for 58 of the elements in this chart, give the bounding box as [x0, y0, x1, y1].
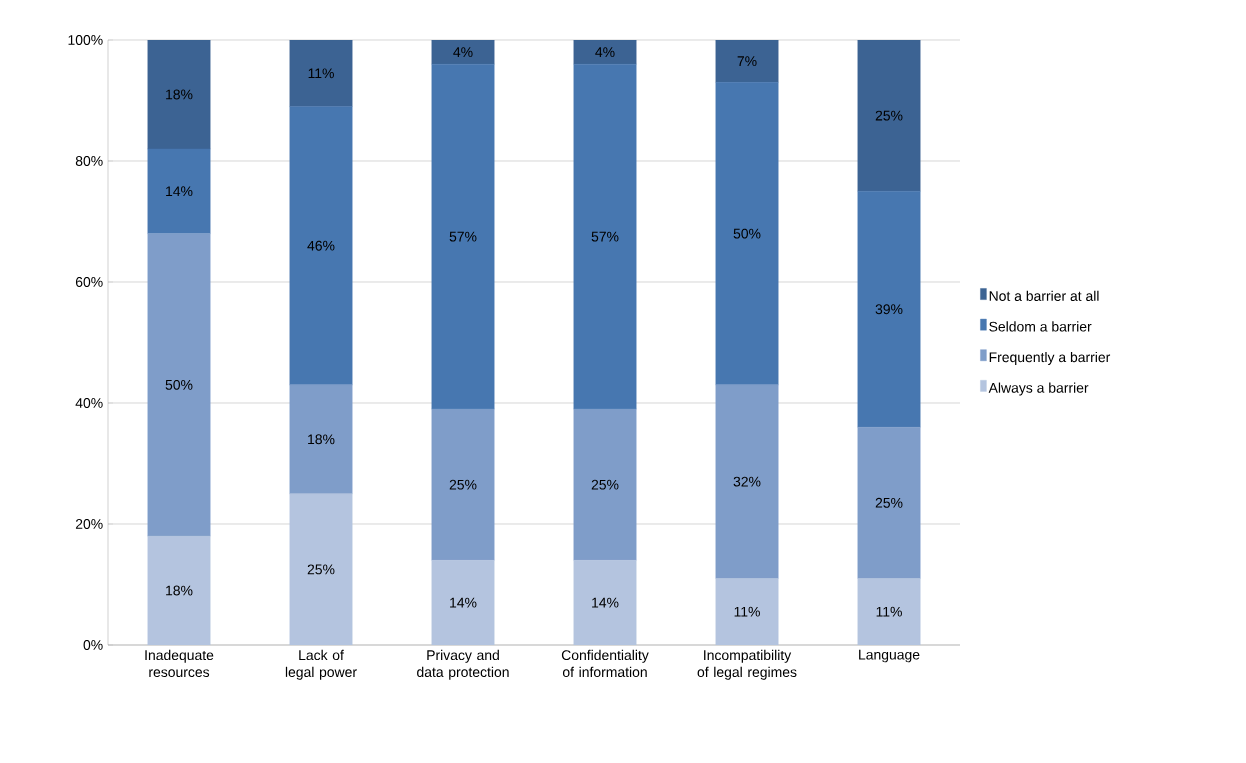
bar	[573, 408, 637, 561]
bar	[431, 39, 495, 65]
x-tick-label: Inadequate resources	[145, 649, 214, 678]
data-label: 25%	[307, 564, 335, 575]
legend-label: Frequently a barrier	[989, 351, 1111, 365]
data-label: 14%	[166, 186, 193, 197]
data-label: 39%	[875, 304, 903, 315]
data-label: 50%	[165, 379, 193, 390]
data-label: 7%	[737, 56, 757, 67]
data-label: 25%	[875, 110, 903, 121]
data-label: 11%	[308, 68, 334, 79]
data-label: 46%	[307, 240, 335, 251]
x-tick-label: Language	[859, 649, 920, 663]
bar	[289, 39, 353, 107]
data-label: 50%	[733, 228, 761, 239]
x-tick-label: Lack of legal power	[285, 649, 357, 680]
bar	[147, 39, 211, 150]
y-tick-label: 20%	[75, 519, 103, 529]
x-tick-label: Privacy and data protection	[417, 649, 509, 680]
data-label: 25%	[591, 479, 619, 490]
y-tick-label: 100%	[68, 35, 103, 45]
data-label: 14%	[592, 597, 619, 608]
bar	[857, 191, 921, 428]
data-label: 18%	[166, 89, 193, 100]
bar	[857, 39, 921, 192]
data-label: 11%	[734, 606, 760, 617]
data-label: 25%	[449, 479, 477, 490]
data-label: 57%	[449, 231, 477, 242]
bar	[431, 63, 495, 410]
y-tick-label: 80%	[75, 156, 103, 166]
data-label: 18%	[166, 585, 193, 596]
data-label: 14%	[450, 597, 477, 608]
legend-label: Not a barrier at all	[989, 290, 1099, 301]
bar	[289, 106, 353, 386]
bar	[573, 63, 637, 410]
x-tick-label: Incompatibility of legal regimes	[697, 649, 797, 680]
bar	[289, 384, 353, 494]
x-tick-label: Confidentiality of information	[561, 649, 649, 678]
bar	[857, 427, 921, 579]
data-label: 18%	[308, 434, 335, 445]
legend-label: Seldom a barrier	[989, 321, 1092, 332]
data-label: 57%	[591, 231, 619, 242]
y-tick-label: 0%	[83, 640, 103, 650]
bar	[715, 384, 779, 579]
y-tick-label: 60%	[75, 277, 103, 287]
data-label: 4%	[595, 47, 615, 57]
bar	[147, 233, 211, 537]
data-label: 25%	[875, 497, 903, 508]
legend-label: Always a barrier	[988, 382, 1089, 396]
bar	[715, 39, 779, 83]
bar	[431, 408, 495, 561]
bar	[715, 82, 779, 386]
bar	[147, 148, 211, 234]
bar	[573, 39, 637, 65]
data-label: 11%	[876, 606, 902, 617]
data-label: 32%	[733, 476, 761, 487]
y-tick-label: 40%	[75, 398, 103, 408]
data-label: 4%	[453, 47, 473, 57]
